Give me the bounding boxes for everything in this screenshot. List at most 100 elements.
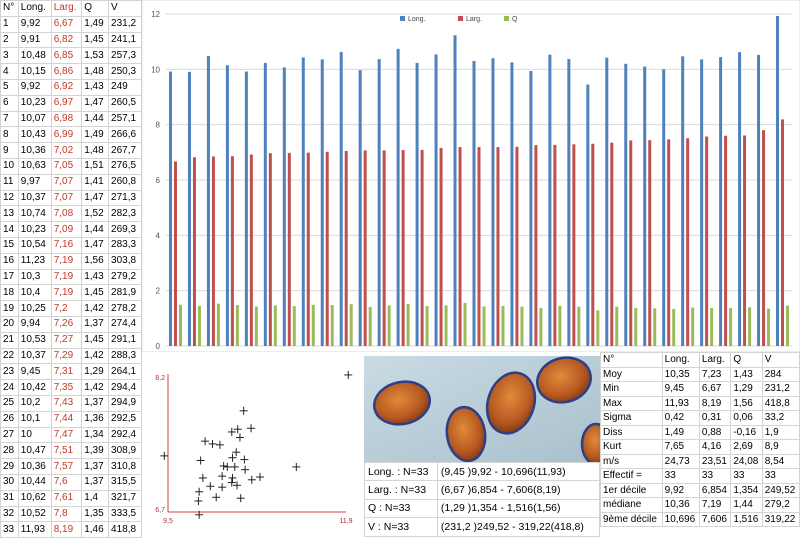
stats-row: m/s 24,73 23,51 24,08 8,54 xyxy=(600,453,800,469)
cell-long: 10,36 xyxy=(17,142,52,159)
measurement-row: 11 9,97 7,07 1,41 260,8 xyxy=(0,173,142,191)
cell-long: 9,91 xyxy=(17,31,52,49)
scatter-axis-label: 8,2 xyxy=(155,375,165,382)
stats-label: Moy xyxy=(600,366,663,382)
cell-long: 10,52 xyxy=(17,505,52,523)
cell-q: 1,53 xyxy=(81,47,110,65)
scatter-point xyxy=(219,462,228,470)
bar-long xyxy=(643,66,647,347)
cell-number: 20 xyxy=(0,315,19,333)
cell-q: 1,49 xyxy=(81,15,110,33)
bar-long xyxy=(320,59,324,347)
bar-larg xyxy=(173,161,177,346)
stats-value: 23,51 xyxy=(698,453,732,469)
cell-long: 10,44 xyxy=(17,473,52,491)
measurement-row: 29 10,36 7,57 1,37 310,8 xyxy=(0,458,142,475)
cell-larg: 7,6 xyxy=(50,473,83,491)
bar-long xyxy=(681,56,685,347)
cell-q: 1,42 xyxy=(81,347,110,365)
cell-v: 315,5 xyxy=(108,473,142,491)
stats-value: 8,19 xyxy=(698,395,732,411)
bar-q xyxy=(615,306,619,346)
cell-v: 271,3 xyxy=(108,189,142,207)
cell-number: 24 xyxy=(0,379,19,396)
summary-range: (6,67 )6,854 - 7,606(8,19) xyxy=(436,480,601,500)
stats-value: 1,29 xyxy=(730,381,763,397)
cell-v: 269,3 xyxy=(108,221,142,238)
cell-q: 1,34 xyxy=(81,426,110,444)
stats-value: 6,854 xyxy=(698,482,732,498)
bar-larg xyxy=(705,136,709,346)
measurement-row: 24 10,42 7,35 1,42 294,4 xyxy=(0,379,142,396)
cell-number: 31 xyxy=(0,489,19,507)
cell-larg: 6,98 xyxy=(50,110,83,128)
measurement-row: 33 11,93 8,19 1,46 418,8 xyxy=(0,521,142,538)
scatter-point xyxy=(228,473,237,482)
cell-number: 27 xyxy=(0,426,19,444)
cell-q: 1,48 xyxy=(81,142,110,159)
bar-q xyxy=(216,303,220,346)
bar-long xyxy=(339,51,343,347)
cell-larg: 6,86 xyxy=(50,63,83,80)
scatter-point xyxy=(344,370,353,379)
measurement-row: 21 10,53 7,27 1,45 291,1 xyxy=(0,331,142,349)
cell-larg: 7,8 xyxy=(50,505,83,523)
measurement-row: 31 10,62 7,61 1,4 321,7 xyxy=(0,489,142,507)
stats-label: Min xyxy=(600,381,663,397)
bar-q xyxy=(786,305,790,346)
cell-q: 1,37 xyxy=(81,473,110,491)
stats-header-larg: Larg. xyxy=(698,352,732,368)
bar-chart-panel: 0 2 4 6 8 10 12 Long. Larg. Q xyxy=(142,0,800,352)
cell-q: 1,44 xyxy=(81,110,110,128)
measurement-row: 32 10,52 7,8 1,35 333,5 xyxy=(0,505,142,523)
stats-value: 24,73 xyxy=(661,453,700,469)
y-tick-label: 6 xyxy=(156,176,161,185)
bar-long xyxy=(168,71,172,347)
stats-label: Effectif = xyxy=(600,468,663,484)
cell-v: 310,8 xyxy=(108,458,142,475)
bar-larg xyxy=(363,150,367,346)
bar-long xyxy=(662,69,666,346)
stats-value: 8,9 xyxy=(761,439,800,455)
cell-long: 11,23 xyxy=(17,252,52,270)
bar-q xyxy=(729,308,733,346)
cell-larg: 7,2 xyxy=(50,300,83,317)
stats-value: 1,354 xyxy=(730,482,763,498)
measurement-row: 7 10,07 6,98 1,44 257,1 xyxy=(0,110,142,128)
cell-v: 281,9 xyxy=(108,284,142,302)
cell-larg: 7,19 xyxy=(50,252,83,270)
stats-row: Kurt 7,65 4,16 2,69 8,9 xyxy=(600,439,800,455)
legend-label: Long. xyxy=(408,16,426,23)
header-number: N° xyxy=(0,0,19,17)
bar-long xyxy=(491,58,495,347)
cell-number: 32 xyxy=(0,505,19,523)
cell-number: 6 xyxy=(0,94,19,112)
cell-long: 10,2 xyxy=(17,394,52,412)
bar-q xyxy=(634,308,638,346)
header-long: Long. xyxy=(17,0,52,17)
bar-q xyxy=(349,304,353,346)
cell-number: 11 xyxy=(0,173,19,191)
cell-number: 23 xyxy=(0,363,19,381)
scatter-point xyxy=(198,473,207,482)
measurements-header-row: N° Long. Larg. Q V xyxy=(0,0,142,17)
cell-long: 10,23 xyxy=(17,221,52,238)
cell-long: 10,63 xyxy=(17,157,52,175)
cell-q: 1,43 xyxy=(81,268,110,286)
stats-row: Diss 1,49 0,88 -0,16 1,9 xyxy=(600,424,800,440)
bar-q xyxy=(273,305,277,346)
bar-long xyxy=(510,62,514,347)
bar-larg xyxy=(496,147,500,346)
measurement-row: 25 10,2 7,43 1,37 294,9 xyxy=(0,394,142,412)
summary-label: V : N=33 xyxy=(364,517,438,537)
measurement-row: 5 9,92 6,92 1,43 249 xyxy=(0,78,142,96)
scatter-point xyxy=(241,465,250,474)
stats-label: Max xyxy=(600,395,663,411)
measurement-row: 8 10,43 6,99 1,49 266,6 xyxy=(0,126,142,144)
stats-header-row: N° Long. Larg. Q V xyxy=(600,352,800,368)
bar-larg xyxy=(724,135,728,346)
stats-value: 0,06 xyxy=(730,410,763,426)
stats-value: 33 xyxy=(698,468,732,484)
y-tick-label: 4 xyxy=(156,231,161,240)
cell-long: 10,54 xyxy=(17,236,52,254)
